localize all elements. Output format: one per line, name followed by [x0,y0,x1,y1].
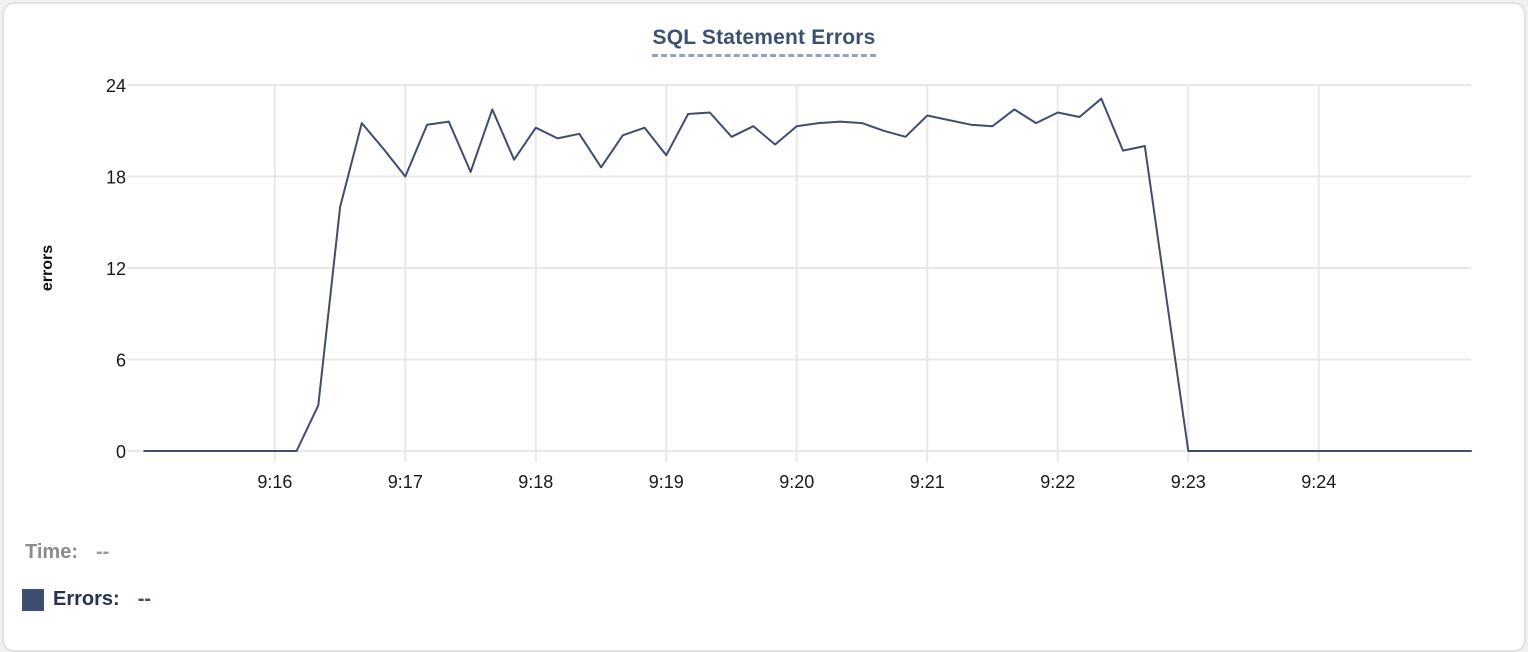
x-tick-label: 9:22 [1040,472,1075,492]
chart-title-wrap: SQL Statement Errors [4,26,1524,57]
x-tick-label: 9:21 [910,472,945,492]
legend-time-value: -- [95,541,110,563]
errors-series-line [143,97,1472,452]
x-tick-label: 9:20 [779,472,814,492]
legend-time-label: Time: [25,541,78,563]
y-tick-label: 24 [106,76,126,96]
legend-errors-value: -- [137,588,152,610]
y-tick-label: 0 [116,442,126,462]
x-tick-label: 9:17 [388,472,423,492]
y-axis-label: errors [39,244,56,292]
legend-time-row: Time: -- [25,541,109,564]
legend-errors-label: Errors: [53,588,120,610]
legend-errors-row: Errors: -- [22,588,151,611]
errors-series-color-swatch [22,588,44,611]
x-tick-label: 9:24 [1301,472,1336,492]
chart-title-link[interactable]: SQL Statement Errors [652,26,876,57]
y-tick-label: 18 [106,168,126,188]
y-tick-label: 6 [116,351,126,371]
y-tick-label: 12 [106,259,126,279]
x-tick-label: 9:23 [1171,472,1206,492]
x-tick-label: 9:16 [257,472,292,492]
x-tick-label: 9:19 [649,472,684,492]
x-tick-label: 9:18 [518,472,553,492]
sql-errors-line-chart: 0 6 12 18 24 9:16 9:17 9:18 9:19 9:20 9:21 9:22 9:23… [106,76,1472,492]
